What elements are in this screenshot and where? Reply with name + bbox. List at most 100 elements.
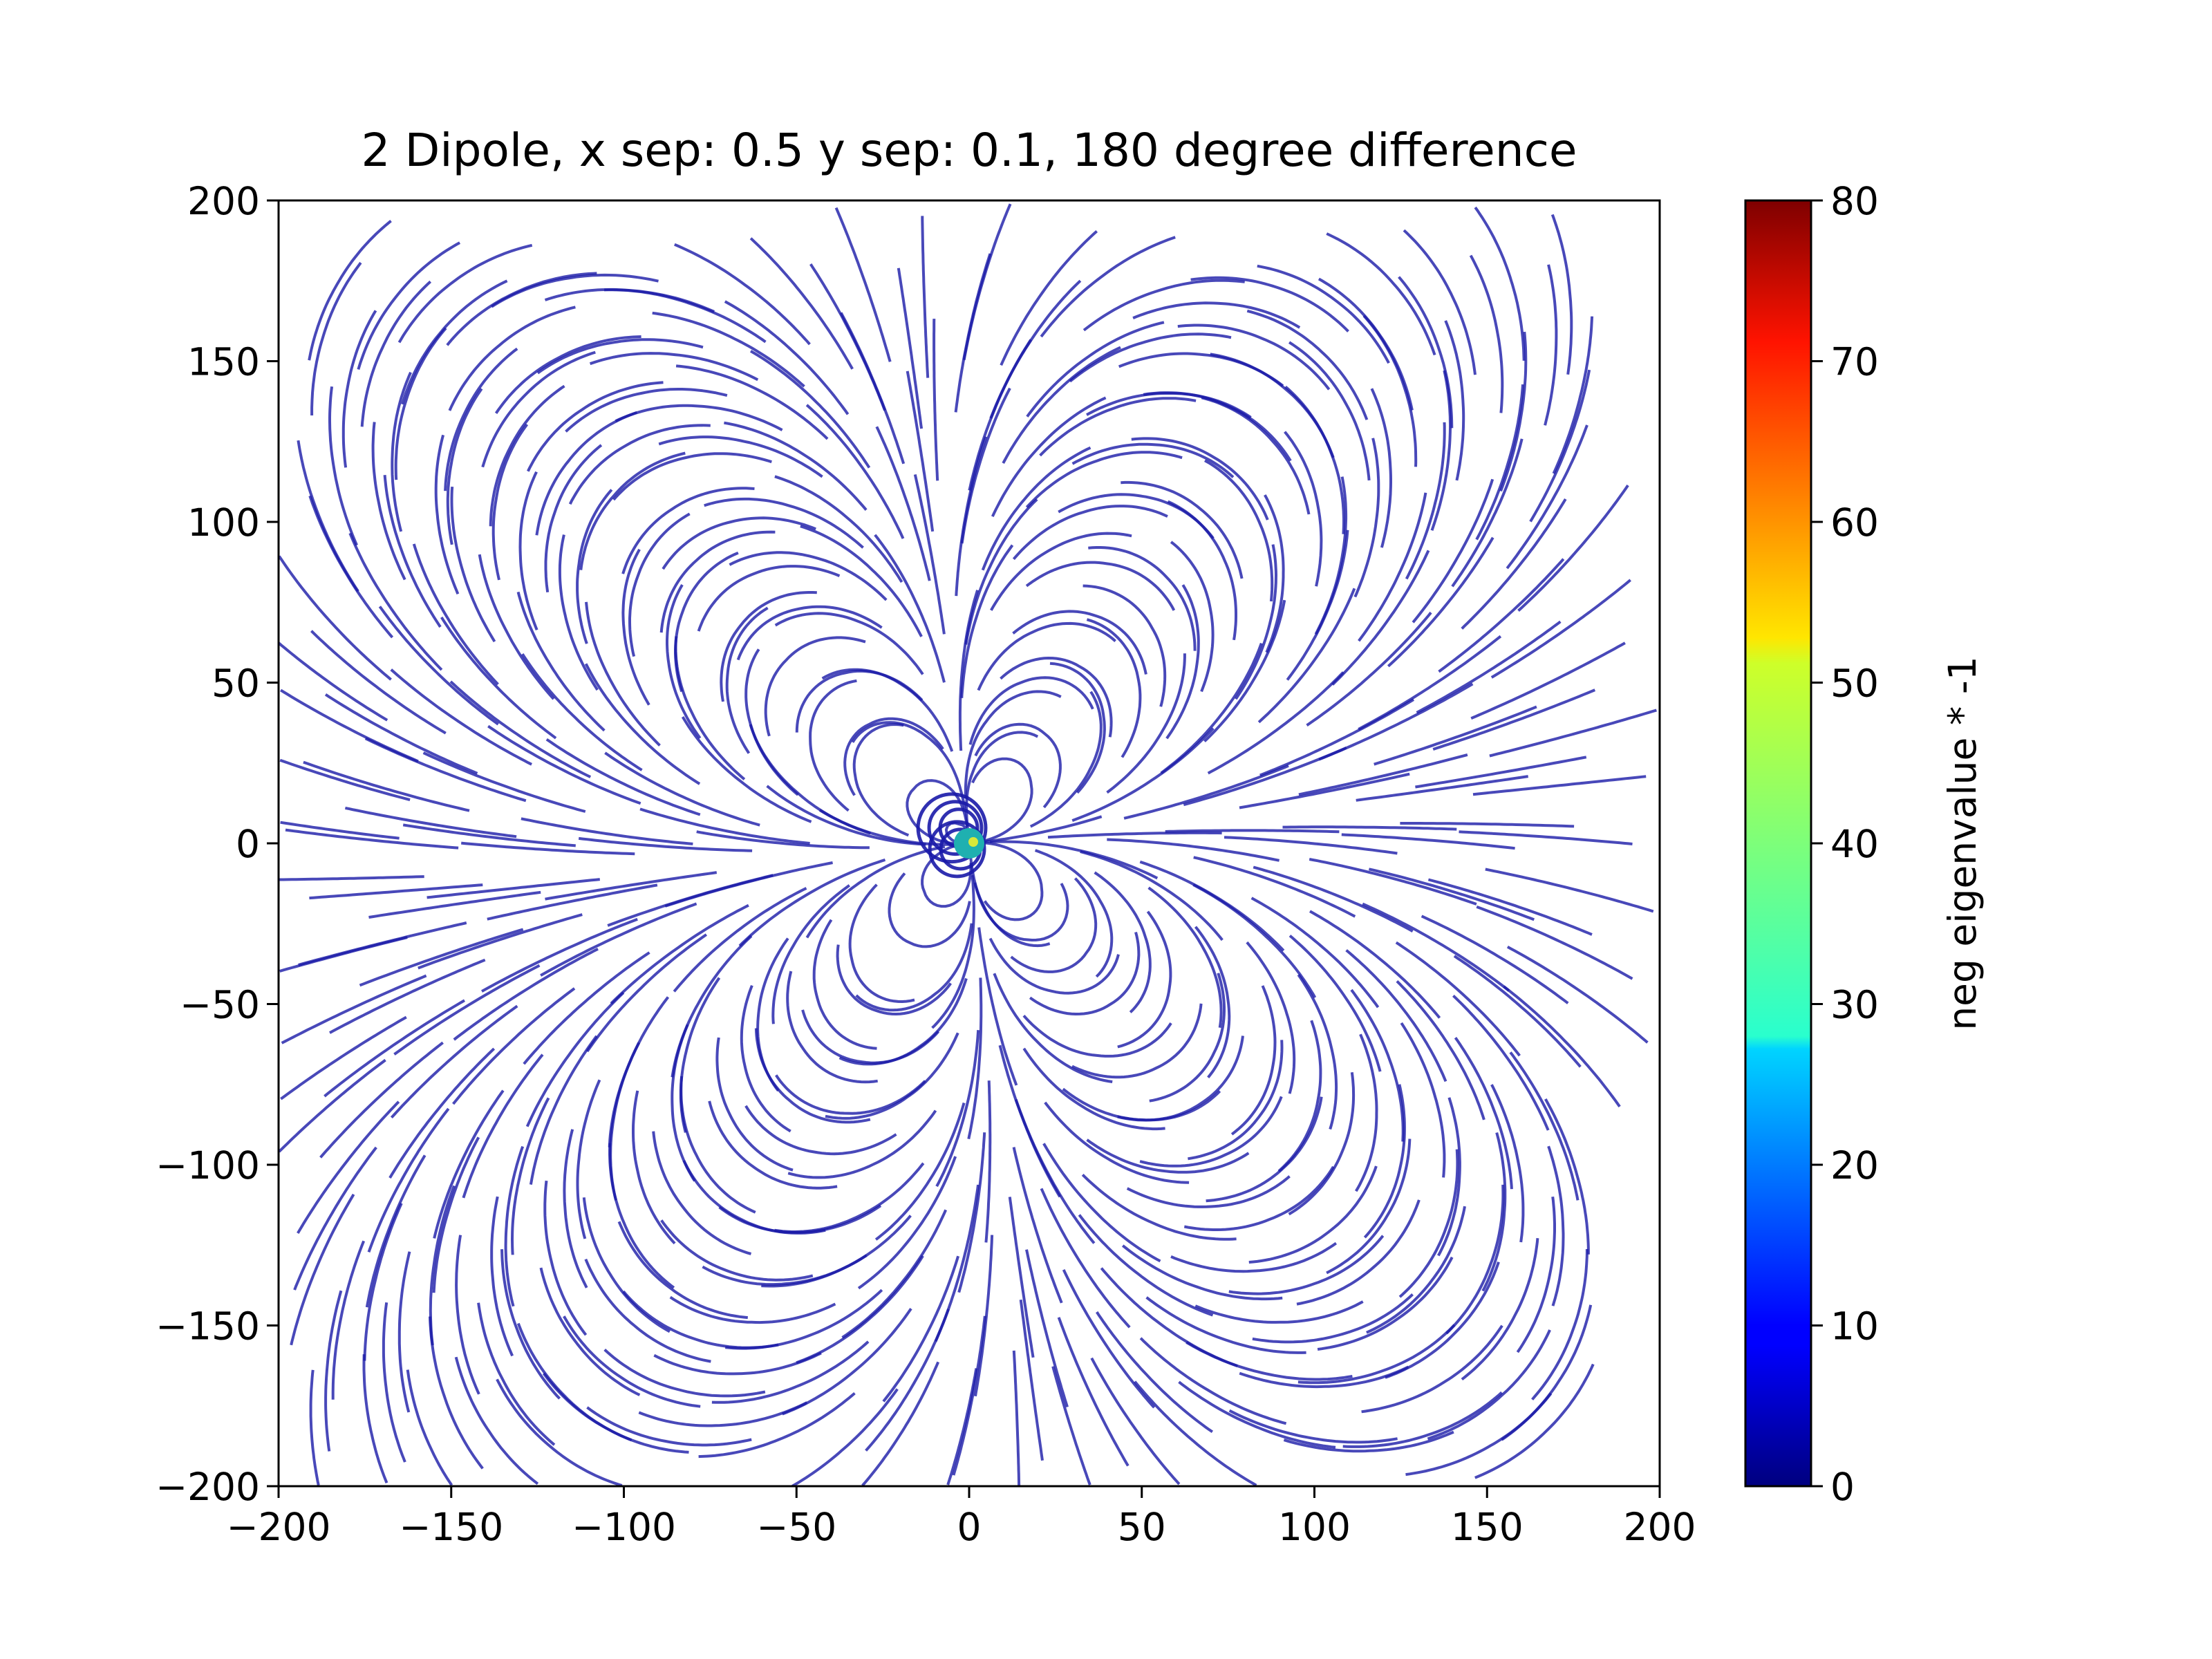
- streamline: [1547, 1145, 1565, 1306]
- streamline: [565, 388, 728, 433]
- streamline: [525, 991, 625, 1127]
- y-tick-label: −150: [156, 1304, 260, 1349]
- streamline: [761, 1215, 912, 1288]
- streamline: [1341, 833, 1515, 850]
- streamline: [1544, 264, 1558, 426]
- streamline: [974, 1235, 994, 1397]
- x-tick-label: 150: [1451, 1505, 1524, 1549]
- streamline: [1363, 1084, 1406, 1239]
- streamline: [1192, 883, 1317, 999]
- streamline: [1412, 478, 1494, 624]
- streamline: [674, 551, 739, 693]
- streamline: [510, 1097, 550, 1255]
- streamline: [967, 977, 983, 1140]
- streamline: [1387, 536, 1494, 668]
- near-field-loop: [928, 820, 986, 879]
- streamline: [1228, 1235, 1385, 1295]
- streamline: [1201, 396, 1311, 515]
- streamline: [1489, 709, 1657, 758]
- streamline: [957, 1132, 986, 1293]
- colorbar-tick-label: 60: [1830, 500, 1879, 545]
- streamline: [1078, 1214, 1214, 1317]
- streamline: [1506, 946, 1649, 1044]
- streamline: [1427, 1329, 1551, 1441]
- streamline: [1132, 301, 1301, 329]
- streamline: [1445, 1184, 1505, 1335]
- streamline: [1353, 438, 1380, 598]
- y-tick-label: −200: [156, 1465, 260, 1509]
- streamline: [1025, 561, 1176, 611]
- streamline: [964, 690, 1062, 798]
- streamline: [297, 440, 359, 592]
- streamline: [576, 1079, 601, 1239]
- streamline: [584, 663, 701, 785]
- streamline: [1405, 422, 1446, 580]
- streamline: [448, 306, 576, 411]
- streamline: [1385, 1262, 1500, 1379]
- streamline: [964, 498, 1038, 645]
- streamline: [478, 554, 555, 700]
- streamline: [1354, 1033, 1378, 1192]
- streamline: [1117, 910, 1172, 1049]
- streamline: [1230, 985, 1277, 1136]
- streamline: [1239, 1365, 1409, 1389]
- streamline: [1123, 764, 1289, 820]
- streamline: [309, 1369, 320, 1485]
- streamline: [496, 1378, 623, 1486]
- streamline: [1147, 886, 1223, 1028]
- streamline: [934, 1184, 980, 1342]
- streamline: [1106, 653, 1186, 794]
- streamline: [324, 999, 465, 1098]
- streamline: [1309, 858, 1477, 906]
- streamline: [432, 1136, 480, 1293]
- streamline: [681, 716, 812, 823]
- colorbar-tick-label: 50: [1830, 662, 1879, 706]
- streamline: [1297, 1324, 1456, 1385]
- streamline: [440, 616, 557, 740]
- streamline: [1356, 775, 1529, 802]
- streamline: [1047, 831, 1222, 839]
- streamline: [363, 1202, 403, 1361]
- colorbar-tick-label: 40: [1830, 822, 1879, 866]
- streamline: [989, 279, 1082, 419]
- streamline: [875, 426, 931, 581]
- streamline: [979, 841, 1044, 921]
- streamline: [1550, 214, 1573, 375]
- streamline: [805, 404, 905, 539]
- streamline: [1190, 276, 1349, 332]
- streamline: [1062, 1269, 1156, 1409]
- streamline: [1165, 584, 1200, 740]
- y-tick-label: −50: [180, 983, 260, 1027]
- streamline: [1342, 1391, 1503, 1448]
- streamline: [279, 875, 424, 881]
- streamline: [1474, 206, 1526, 361]
- streamline: [1326, 1138, 1412, 1275]
- streamline: [800, 525, 923, 637]
- streamline: [487, 883, 658, 921]
- streamline: [725, 606, 769, 754]
- streamline: [998, 1044, 1062, 1198]
- streamline: [1490, 579, 1631, 679]
- streamline: [348, 532, 443, 671]
- streamline: [1177, 324, 1331, 391]
- streamline: [736, 605, 883, 661]
- streamline: [319, 1041, 444, 1159]
- streamline: [851, 721, 966, 809]
- streamline: [1246, 309, 1369, 420]
- streamline: [990, 532, 1132, 611]
- streamline: [365, 1154, 427, 1308]
- streamline: [698, 1391, 856, 1459]
- streamline: [1012, 1350, 1021, 1486]
- near-field-loop: [927, 800, 984, 856]
- streamline: [1516, 1196, 1556, 1353]
- streamline: [584, 1258, 711, 1363]
- x-tick-label: −200: [226, 1505, 330, 1549]
- streamline: [1178, 1380, 1336, 1449]
- streamline: [491, 273, 659, 308]
- streamline: [279, 555, 392, 681]
- streamline: [993, 973, 1113, 1083]
- streamline: [518, 471, 538, 630]
- streamline: [825, 1032, 959, 1120]
- streamline: [446, 388, 483, 545]
- streamline: [1403, 229, 1477, 375]
